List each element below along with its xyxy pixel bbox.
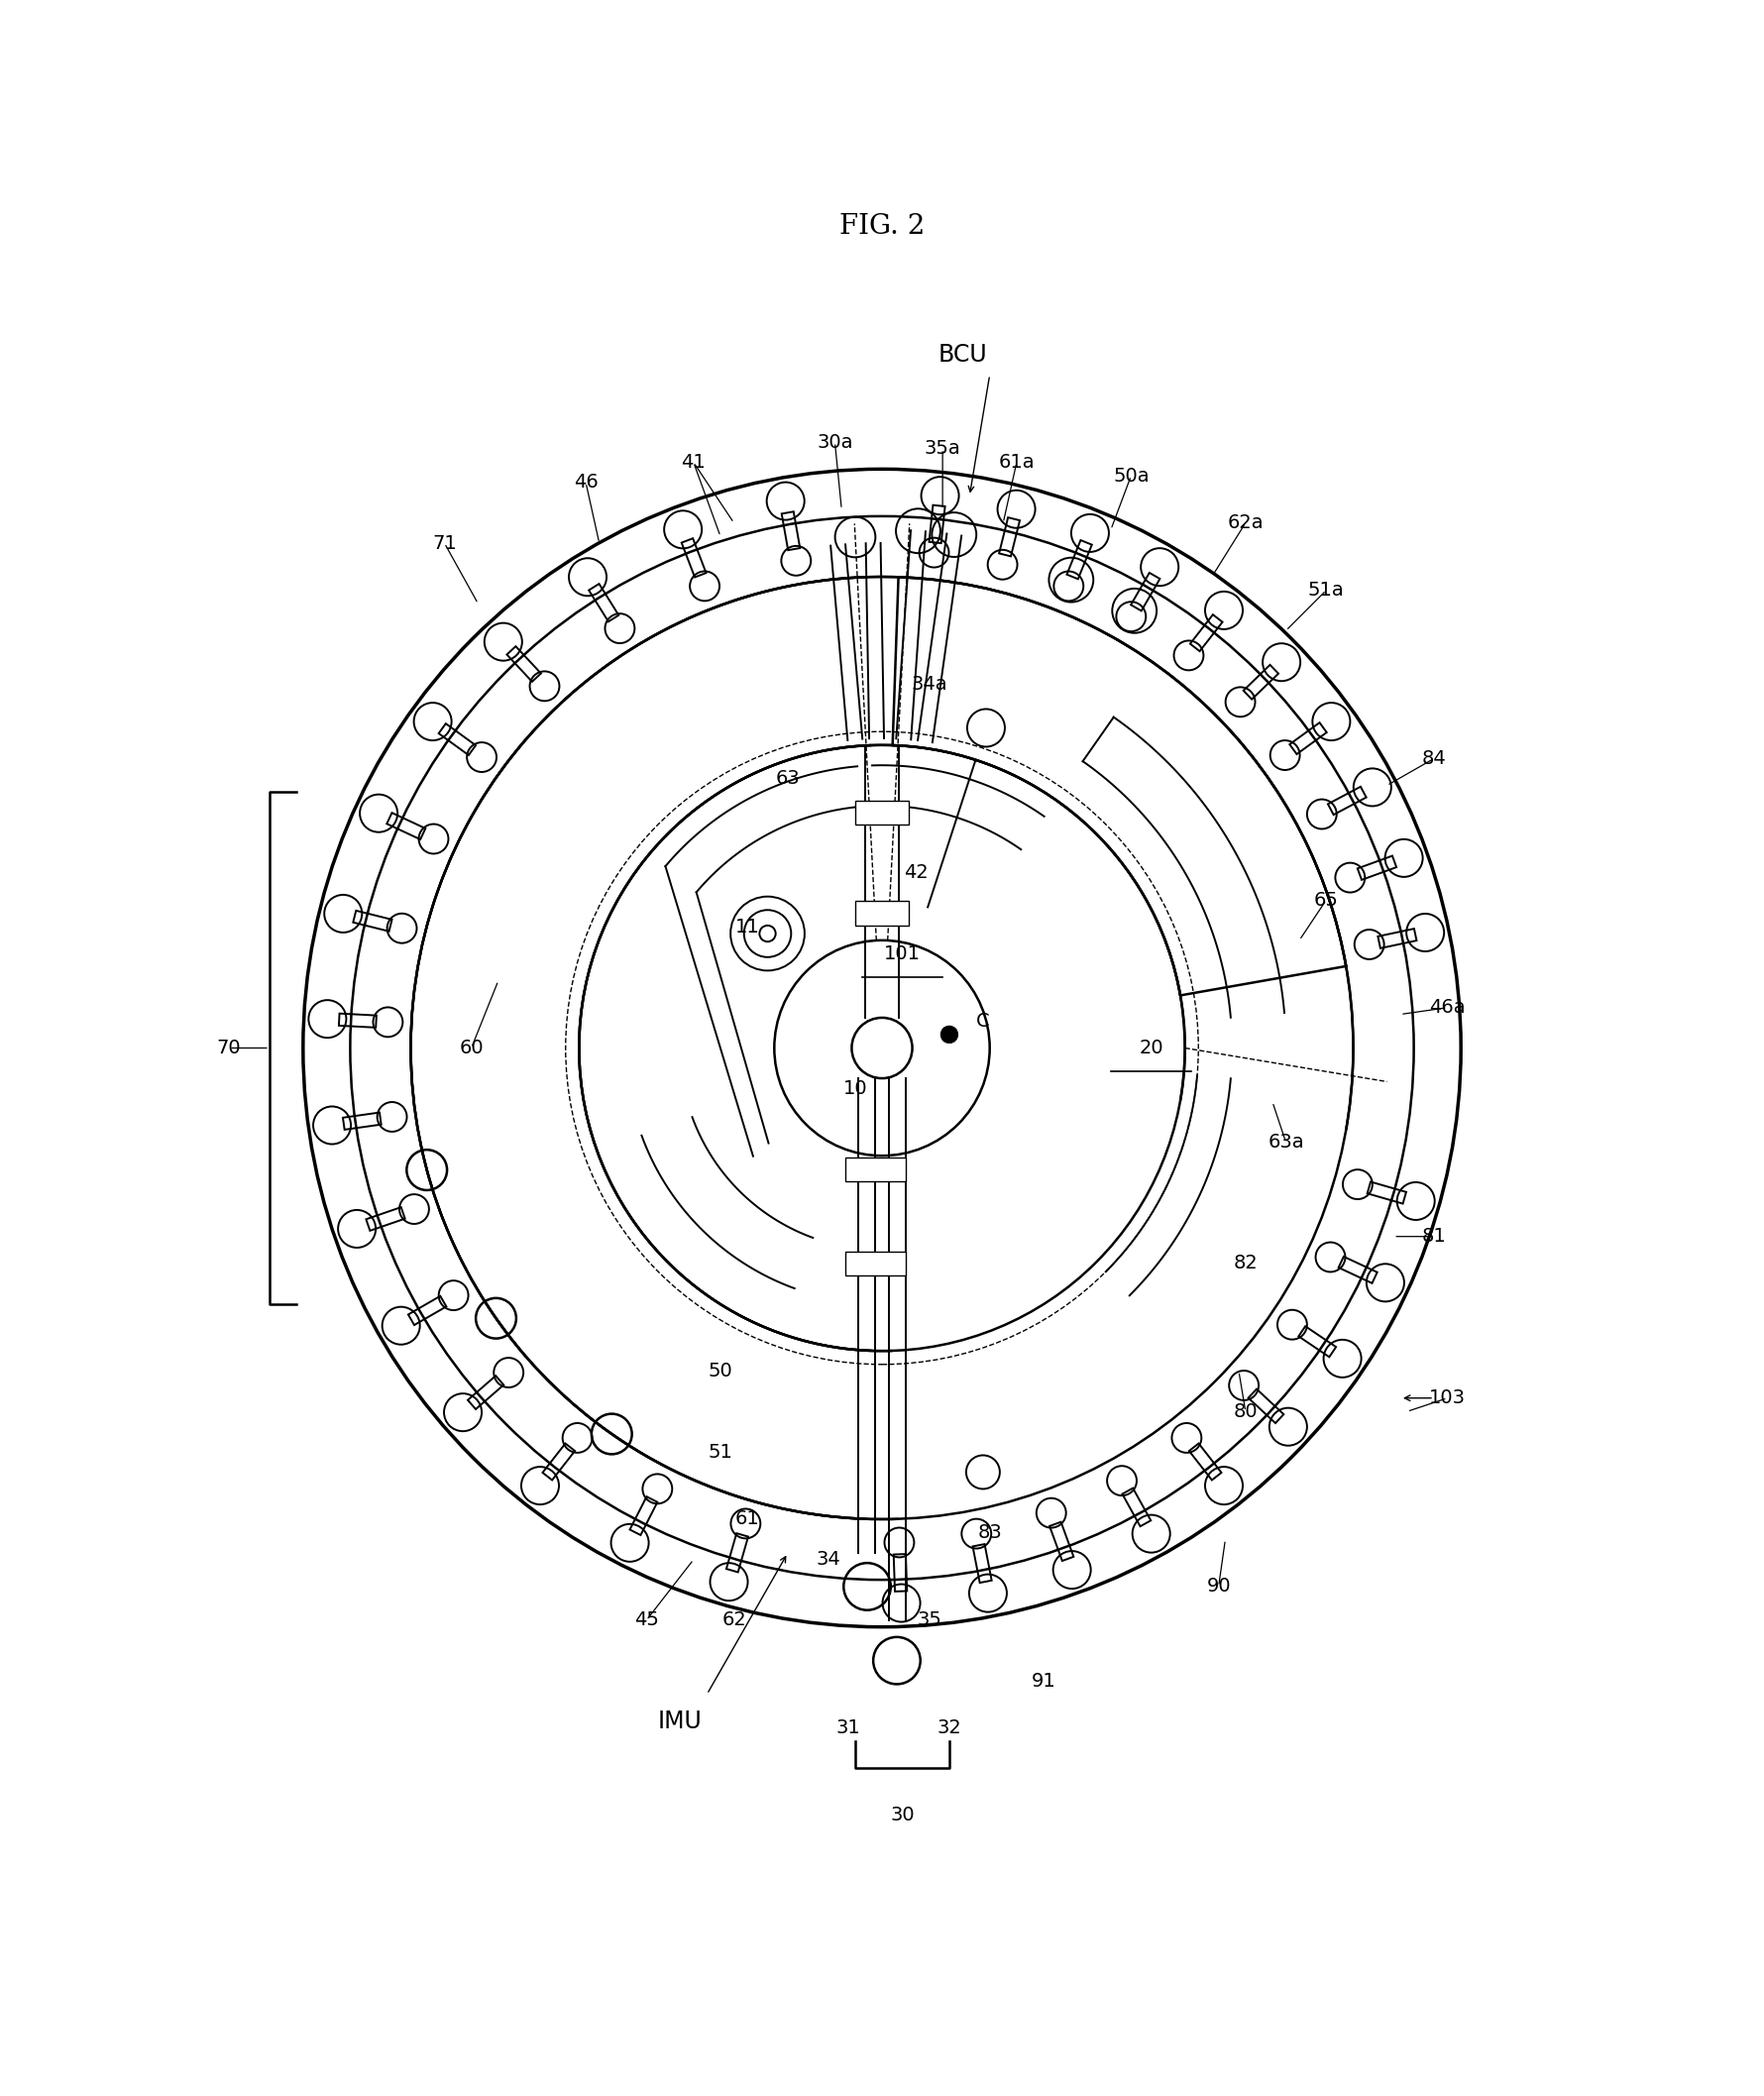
Text: 11: 11 xyxy=(736,918,760,937)
Text: C: C xyxy=(975,1012,990,1031)
Text: 51a: 51a xyxy=(1309,581,1344,599)
Text: 34: 34 xyxy=(817,1551,840,1570)
Text: 46: 46 xyxy=(573,474,598,493)
Text: 61: 61 xyxy=(736,1509,760,1528)
Text: BCU: BCU xyxy=(938,344,988,367)
Text: 83: 83 xyxy=(977,1524,1002,1543)
Text: 62a: 62a xyxy=(1228,514,1263,532)
Text: 35: 35 xyxy=(917,1612,942,1629)
Text: 63a: 63a xyxy=(1268,1132,1304,1151)
FancyBboxPatch shape xyxy=(856,901,908,926)
Text: 62: 62 xyxy=(721,1612,746,1629)
Text: 45: 45 xyxy=(633,1612,658,1629)
Text: 31: 31 xyxy=(836,1719,861,1738)
Text: 80: 80 xyxy=(1233,1402,1258,1421)
Text: FIG. 2: FIG. 2 xyxy=(840,214,924,241)
Text: 35a: 35a xyxy=(924,440,961,459)
Text: 60: 60 xyxy=(459,1040,483,1056)
Text: 63: 63 xyxy=(776,769,801,788)
Text: 71: 71 xyxy=(432,534,457,553)
Text: 103: 103 xyxy=(1429,1390,1466,1406)
Circle shape xyxy=(940,1025,958,1044)
Text: 30a: 30a xyxy=(817,432,854,451)
Text: 65: 65 xyxy=(1314,891,1339,910)
Text: 90: 90 xyxy=(1207,1576,1231,1595)
Text: 70: 70 xyxy=(217,1040,242,1056)
Text: 84: 84 xyxy=(1422,748,1446,767)
Text: 20: 20 xyxy=(1140,1040,1164,1056)
Text: 32: 32 xyxy=(937,1719,961,1738)
FancyBboxPatch shape xyxy=(845,1251,905,1276)
Text: 50: 50 xyxy=(707,1362,732,1381)
Text: 81: 81 xyxy=(1422,1226,1446,1245)
Text: 91: 91 xyxy=(1032,1671,1057,1689)
Text: 51: 51 xyxy=(707,1442,732,1461)
Text: 101: 101 xyxy=(884,945,921,964)
Text: 34a: 34a xyxy=(910,675,947,694)
FancyBboxPatch shape xyxy=(856,801,908,824)
Text: IMU: IMU xyxy=(658,1708,702,1733)
Text: 50a: 50a xyxy=(1113,467,1148,484)
Text: 82: 82 xyxy=(1233,1253,1258,1272)
Text: 42: 42 xyxy=(903,864,928,882)
Text: 30: 30 xyxy=(891,1807,914,1826)
Text: 46a: 46a xyxy=(1429,998,1466,1017)
Text: 41: 41 xyxy=(681,453,706,472)
Text: 10: 10 xyxy=(843,1079,868,1098)
Text: 61a: 61a xyxy=(998,453,1035,472)
FancyBboxPatch shape xyxy=(845,1157,905,1182)
